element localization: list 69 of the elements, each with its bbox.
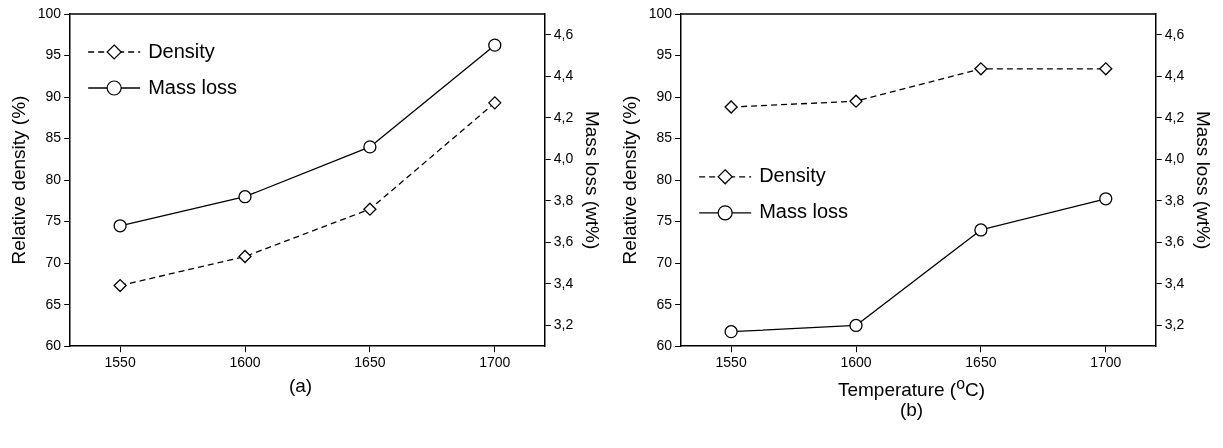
y-tick-label: 70 — [656, 254, 673, 271]
x-tick-label: 1650 — [965, 354, 997, 371]
y-tick-label: 100 — [37, 4, 62, 21]
x-tick-label: 1600 — [229, 354, 261, 371]
legend-label: Mass loss — [759, 200, 849, 223]
point — [974, 223, 988, 237]
point — [849, 318, 863, 333]
y-tick-label: 100 — [648, 4, 673, 21]
y-tick-label: 85 — [45, 129, 62, 146]
point — [1099, 62, 1113, 76]
text: (b) — [899, 399, 924, 421]
point — [113, 278, 127, 293]
y-tick-label: 95 — [45, 46, 62, 63]
legend-label: Density — [148, 39, 215, 62]
y2-tick-label: 3,6 — [553, 233, 574, 250]
x-axis-title: Temperature ($^{o}$C) — [836, 375, 987, 401]
point — [238, 249, 252, 264]
y-tick-label: 75 — [45, 212, 62, 229]
point — [974, 62, 988, 76]
y2-tick-label: 3,8 — [553, 191, 574, 208]
y2-tick-label: 4,6 — [1164, 25, 1185, 42]
legend-label: Mass loss — [148, 75, 238, 98]
y-tick-label: 60 — [45, 337, 62, 354]
y-tick-label: 95 — [656, 46, 673, 63]
y2-tick-label: 3,6 — [1164, 233, 1185, 250]
x-tick-label: 1700 — [1090, 354, 1122, 371]
x-tick-label: 1600 — [840, 354, 872, 371]
y2-tick-label: 4,2 — [553, 108, 574, 125]
point — [238, 190, 252, 204]
y2-tick-label: 4,2 — [1164, 108, 1185, 125]
point — [488, 96, 502, 110]
y2-axis-title: Mass loss (wt%) — [582, 110, 604, 250]
y-tick-label: 65 — [45, 295, 62, 312]
point — [849, 94, 863, 108]
y2-tick-label: 4,4 — [553, 67, 574, 84]
y-tick-label: 75 — [656, 212, 673, 229]
y-tick-label: 70 — [45, 254, 62, 271]
y2-axis-title: Mass loss (wt%) — [1193, 110, 1215, 250]
point — [724, 325, 738, 339]
y2-tick-label: 3,4 — [1164, 274, 1185, 291]
point — [724, 100, 738, 114]
y-tick-label: 80 — [45, 170, 62, 187]
y2-tick-label: 3,4 — [553, 274, 574, 291]
point — [113, 219, 127, 233]
y-tick-label: 85 — [656, 129, 673, 146]
x-tick-label: 1700 — [479, 354, 511, 371]
y2-tick-label: 4,0 — [1164, 150, 1185, 167]
y2-tick-label: 3,2 — [553, 316, 574, 333]
y2-tick-label: 4,4 — [1164, 67, 1185, 84]
y-tick-label: 60 — [656, 337, 673, 354]
x-tick-label: 1650 — [354, 354, 386, 371]
y-tick-label: 65 — [656, 295, 673, 312]
point — [363, 140, 377, 154]
y2-tick-label: 3,8 — [1164, 191, 1185, 208]
x-tick-label: 1550 — [104, 354, 136, 371]
point — [488, 38, 502, 52]
y-axis-title: Relative density (%) — [7, 95, 29, 265]
point — [363, 202, 377, 216]
y-tick-label: 90 — [656, 87, 673, 104]
y-axis-title: Relative density (%) — [618, 95, 640, 265]
y2-tick-label: 4,0 — [553, 150, 574, 167]
y2-tick-label: 3,2 — [1164, 316, 1185, 333]
text: (a) — [287, 375, 314, 397]
x-tick-label: 1550 — [715, 354, 747, 371]
y-tick-label: 90 — [45, 87, 62, 104]
y2-tick-label: 4,6 — [553, 25, 574, 42]
y-tick-label: 80 — [656, 170, 673, 187]
legend-label: Density — [759, 164, 826, 187]
point — [1099, 192, 1113, 206]
